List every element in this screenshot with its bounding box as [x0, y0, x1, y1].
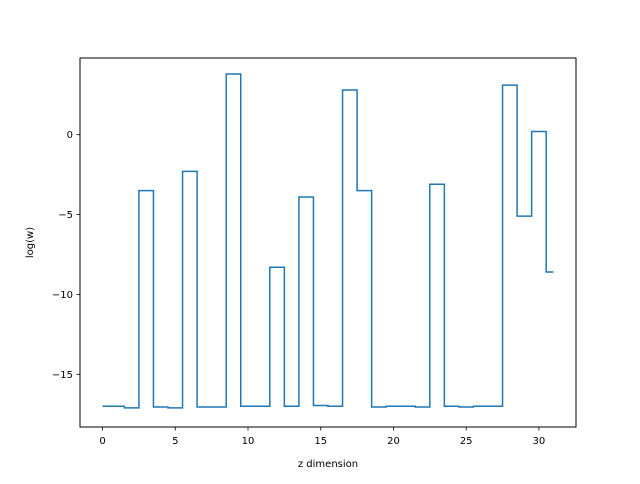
y-tick-label: −10	[52, 290, 73, 301]
plot-layer	[102, 73, 554, 409]
x-tick-label: 25	[460, 436, 473, 447]
ticks-layer: 0 5 10 15 20 25 30 −15 −10 −5 0	[52, 130, 545, 447]
x-tick-label: 0	[99, 436, 105, 447]
y-axis-label: log(w)	[25, 227, 36, 258]
x-axis-label: z dimension	[298, 459, 358, 470]
y-tick-label: −15	[52, 370, 73, 381]
x-tick-label: 30	[533, 436, 546, 447]
x-tick-label: 15	[314, 436, 327, 447]
y-tick-label: 0	[67, 130, 73, 141]
x-tick-label: 5	[172, 436, 178, 447]
x-tick-label: 20	[387, 436, 400, 447]
plot-frame	[79, 57, 577, 428]
x-tick-label: 10	[242, 436, 255, 447]
series-line-0	[102, 73, 554, 409]
y-tick-label: −5	[58, 210, 73, 221]
